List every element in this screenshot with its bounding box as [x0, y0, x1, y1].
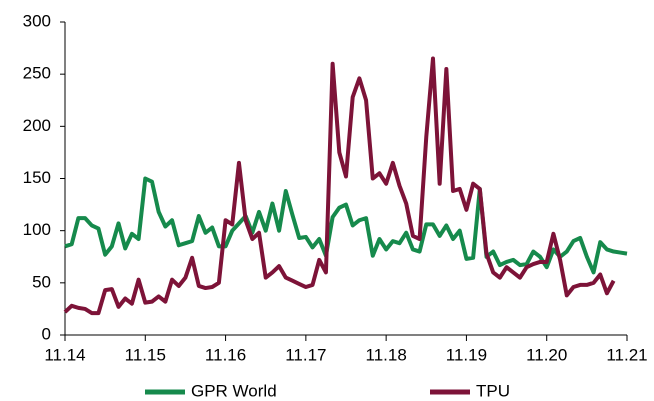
legend-label: TPU — [476, 381, 510, 400]
x-tick-label: 11.18 — [366, 345, 407, 364]
y-tick-label: 300 — [23, 11, 51, 30]
x-tick-label: 11.19 — [446, 345, 487, 364]
series-line — [64, 176, 628, 275]
y-tick-label: 0 — [42, 324, 51, 343]
x-tick-label: 11.16 — [205, 345, 246, 364]
x-tick-label: 11.21 — [606, 345, 647, 364]
x-tick-label: 11.14 — [44, 345, 85, 364]
x-tick-label: 11.20 — [526, 345, 567, 364]
x-tick-label: 11.15 — [125, 345, 166, 364]
x-tick-label: 11.17 — [285, 345, 326, 364]
legend-label: GPR World — [191, 381, 277, 400]
y-tick-label: 250 — [23, 64, 51, 83]
y-tick-label: 100 — [23, 220, 51, 239]
y-tick-label: 200 — [23, 116, 51, 135]
y-tick-label: 150 — [23, 168, 51, 187]
y-tick-label: 50 — [32, 272, 51, 291]
series-line — [63, 56, 616, 316]
